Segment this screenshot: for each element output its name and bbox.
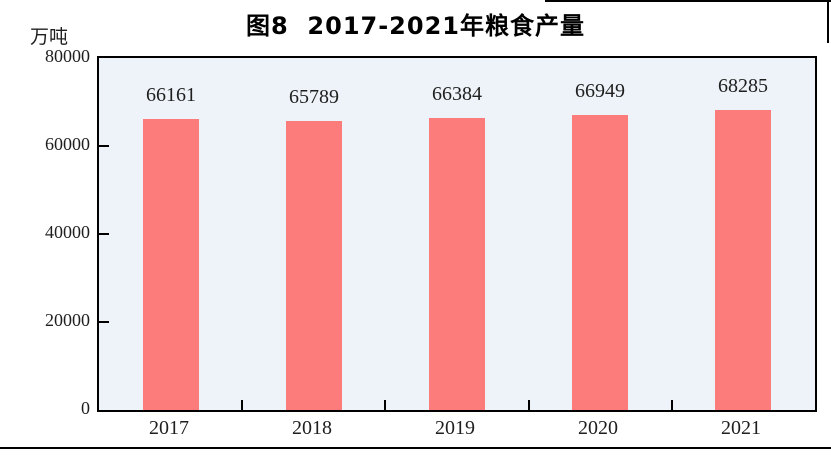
page-right-rule [827,0,829,43]
bar-value-label-2020: 66949 [575,80,625,102]
page-bottom-rule [0,447,831,449]
x-axis-label-2018: 2018 [292,417,332,439]
x-axis-tick [528,400,530,410]
page-top-rule [545,0,831,2]
bar-value-label-2019: 66384 [432,83,482,105]
y-axis-label-80000: 80000 [45,46,90,66]
chart-title: 图8 2017-2021年粮食产量 [246,12,585,40]
bar-2018 [286,121,342,410]
x-axis-label-2020: 2020 [578,417,618,439]
x-axis-label-2019: 2019 [435,417,475,439]
bar-2020 [572,115,628,410]
bar-2021 [715,110,771,410]
x-axis-tick [384,400,386,410]
x-axis-label-2017: 2017 [149,417,189,439]
y-axis-label-60000: 60000 [45,134,90,154]
x-axis-tick [671,400,673,410]
bar-value-label-2018: 65789 [289,86,339,108]
y-axis-label-40000: 40000 [45,222,90,242]
bar-value-label-2017: 66161 [146,84,196,106]
x-axis-label-2021: 2021 [721,417,761,439]
y-axis-tick [99,145,109,147]
plot-area: 66161 65789 66384 66949 68285 [97,56,817,412]
y-axis-label-20000: 20000 [45,310,90,330]
bar-value-label-2021: 68285 [718,75,768,97]
y-axis-tick [99,233,109,235]
y-axis-label-0: 0 [81,398,90,418]
bar-2019 [429,118,485,410]
y-axis-unit-label: 万吨 [30,27,69,48]
bar-2017 [143,119,199,410]
y-axis-tick [99,321,109,323]
x-axis-tick [241,400,243,410]
